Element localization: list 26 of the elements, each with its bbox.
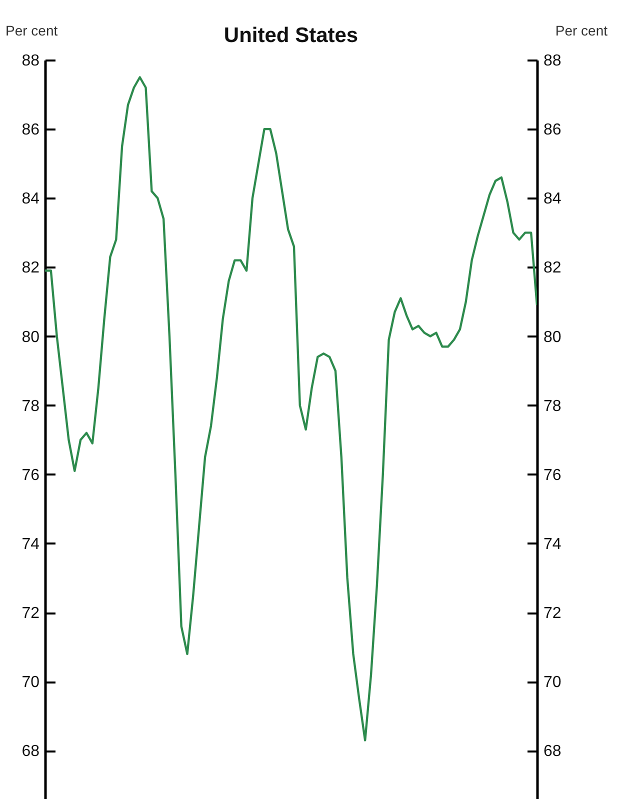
y-tick-label: 70 [22,674,40,692]
y-tick-label: 88 [22,52,40,70]
y-tick-label: 76 [22,466,40,484]
line-series [45,76,537,742]
y2-tick-label: 74 [544,536,562,553]
y2-tick-label: 78 [544,398,562,415]
y2-tick-label: 76 [544,466,562,484]
y2-axis-title: Per cent [555,22,608,38]
y-tick-label: 72 [22,605,40,622]
y2-tick-label: 68 [544,743,562,760]
y-tick-label: 68 [22,743,40,760]
y2-tick-label: 86 [544,122,562,139]
y2-tick-label: 88 [544,52,562,70]
y-tick-label: 80 [22,328,40,346]
y-tick-label: 84 [22,190,40,208]
y2-tick-label: 82 [544,260,562,277]
y2-tick-label: 72 [544,605,562,622]
y2-tick-label: 70 [544,674,562,692]
y-tick-label: 78 [22,398,40,415]
y2-tick-label: 84 [544,190,562,208]
chart-title: United States [224,24,358,47]
y2-tick-label: 80 [544,328,562,346]
y-tick-label: 86 [22,122,40,139]
y-axis-title: Per cent [6,22,58,38]
y-tick-label: 74 [22,536,40,553]
y-tick-label: 82 [22,260,40,277]
